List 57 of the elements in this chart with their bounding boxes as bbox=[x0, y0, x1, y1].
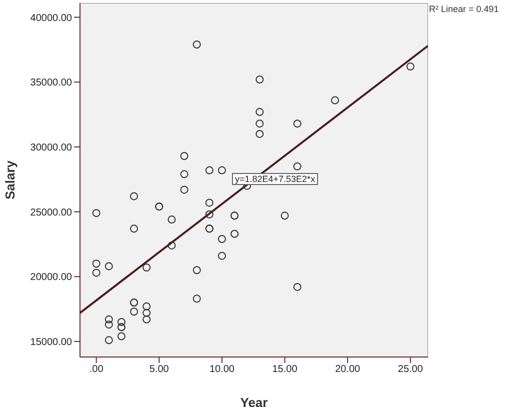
point bbox=[130, 192, 138, 200]
point bbox=[168, 216, 176, 224]
point bbox=[230, 230, 239, 238]
y-tick-label: 20000.00 bbox=[30, 272, 72, 284]
point bbox=[142, 315, 151, 324]
point bbox=[192, 294, 201, 303]
point bbox=[130, 224, 138, 233]
x-tick-label: 20.00 bbox=[335, 364, 361, 376]
x-tick-label: 25.00 bbox=[398, 364, 424, 376]
point bbox=[331, 96, 340, 104]
point bbox=[92, 268, 100, 277]
x-tick-label: .00 bbox=[89, 364, 104, 376]
y-tick-label: 15000.00 bbox=[30, 336, 72, 348]
x-tick-label: 5.00 bbox=[149, 364, 170, 376]
x-tick-label: 10.00 bbox=[209, 364, 235, 376]
point bbox=[293, 120, 302, 128]
point bbox=[180, 186, 188, 194]
point bbox=[192, 40, 201, 48]
point bbox=[92, 260, 100, 268]
point bbox=[256, 108, 264, 116]
point bbox=[104, 320, 113, 329]
annotation: y=1.82E4+7.53E2*x bbox=[232, 173, 318, 185]
point bbox=[218, 235, 226, 243]
point bbox=[280, 212, 289, 220]
point bbox=[104, 262, 113, 270]
y-tick-label: 30000.00 bbox=[30, 142, 72, 154]
point bbox=[293, 162, 302, 170]
y-tick-label: 25000.00 bbox=[30, 207, 72, 218]
point bbox=[192, 266, 201, 274]
text: R² Linear = 0.491 bbox=[429, 4, 499, 14]
point bbox=[180, 152, 188, 160]
x-axis-title: Year bbox=[240, 395, 268, 407]
y-tick-label: 40000.00 bbox=[30, 12, 72, 24]
y-tick-label: 35000.00 bbox=[30, 78, 72, 89]
point bbox=[130, 308, 138, 316]
point bbox=[406, 62, 414, 71]
point bbox=[117, 332, 126, 340]
point bbox=[205, 166, 214, 174]
point bbox=[218, 166, 226, 174]
point bbox=[293, 282, 302, 291]
point bbox=[168, 241, 176, 250]
point bbox=[218, 252, 226, 260]
point bbox=[180, 170, 188, 178]
point bbox=[117, 318, 126, 326]
y-axis-title: Salary bbox=[2, 160, 18, 200]
point bbox=[142, 302, 151, 310]
point bbox=[256, 130, 264, 138]
point bbox=[104, 315, 113, 324]
point bbox=[104, 336, 113, 344]
x-tick-label: 15.00 bbox=[272, 364, 298, 376]
point bbox=[142, 308, 151, 317]
point bbox=[205, 198, 214, 207]
point bbox=[256, 76, 264, 84]
point bbox=[205, 210, 214, 218]
point bbox=[142, 264, 151, 272]
point bbox=[92, 209, 100, 218]
point bbox=[256, 120, 264, 128]
